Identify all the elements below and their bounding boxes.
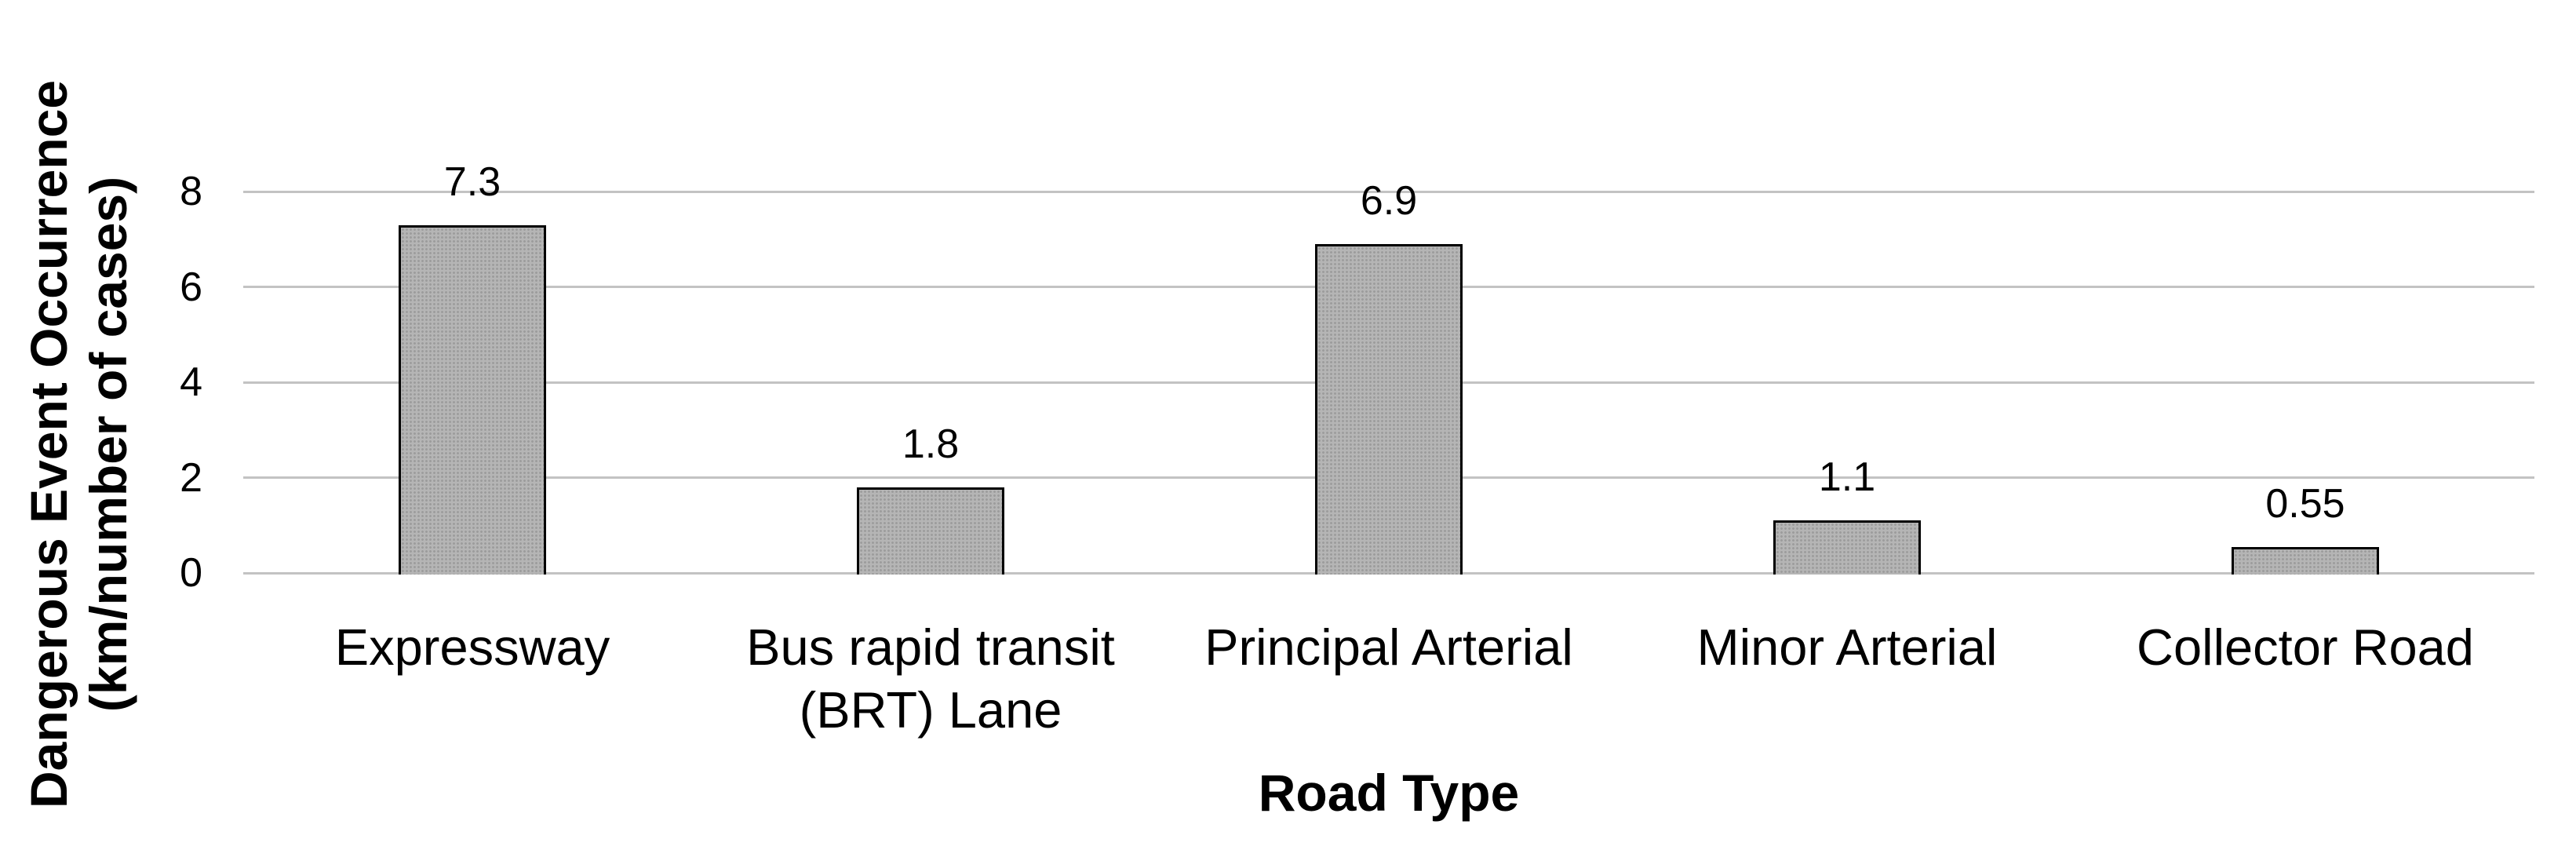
y-axis-title-line2: (km/number of cases) (79, 176, 137, 713)
category-label-3: Minor Arterial (1696, 618, 1998, 676)
gridline-y8 (243, 190, 2534, 193)
y-axis-title: Dangerous Event Occurrence (km/number of… (19, 13, 138, 850)
y-tick-label-8: 8 (180, 169, 202, 214)
bar-4 (2232, 546, 2379, 575)
y-tick-label-6: 6 (180, 264, 202, 310)
bar-value-label-1: 1.8 (902, 421, 960, 467)
x-axis-title: Road Type (1258, 764, 1520, 822)
category-label-4: Collector Road (2137, 618, 2474, 676)
bar-value-label-4: 0.55 (2265, 480, 2345, 527)
category-label-2: Principal Arterial (1204, 618, 1573, 676)
y-tick-label-0: 0 (180, 550, 202, 596)
bar-value-label-0: 7.3 (443, 159, 501, 205)
bar-2 (1315, 243, 1463, 575)
category-label-0: Expressway (334, 618, 610, 676)
bar-value-label-3: 1.1 (1818, 454, 1876, 501)
bar-0 (399, 224, 546, 575)
bar-3 (1773, 520, 1921, 575)
bar-1 (857, 487, 1004, 575)
y-axis-title-line1: Dangerous Event Occurrence (20, 80, 78, 808)
category-label-1: Bus rapid transit (BRT) Lane (746, 618, 1115, 739)
bar-value-label-2: 6.9 (1360, 177, 1418, 224)
y-tick-label-4: 4 (180, 359, 202, 405)
y-tick-label-2: 2 (180, 454, 202, 501)
